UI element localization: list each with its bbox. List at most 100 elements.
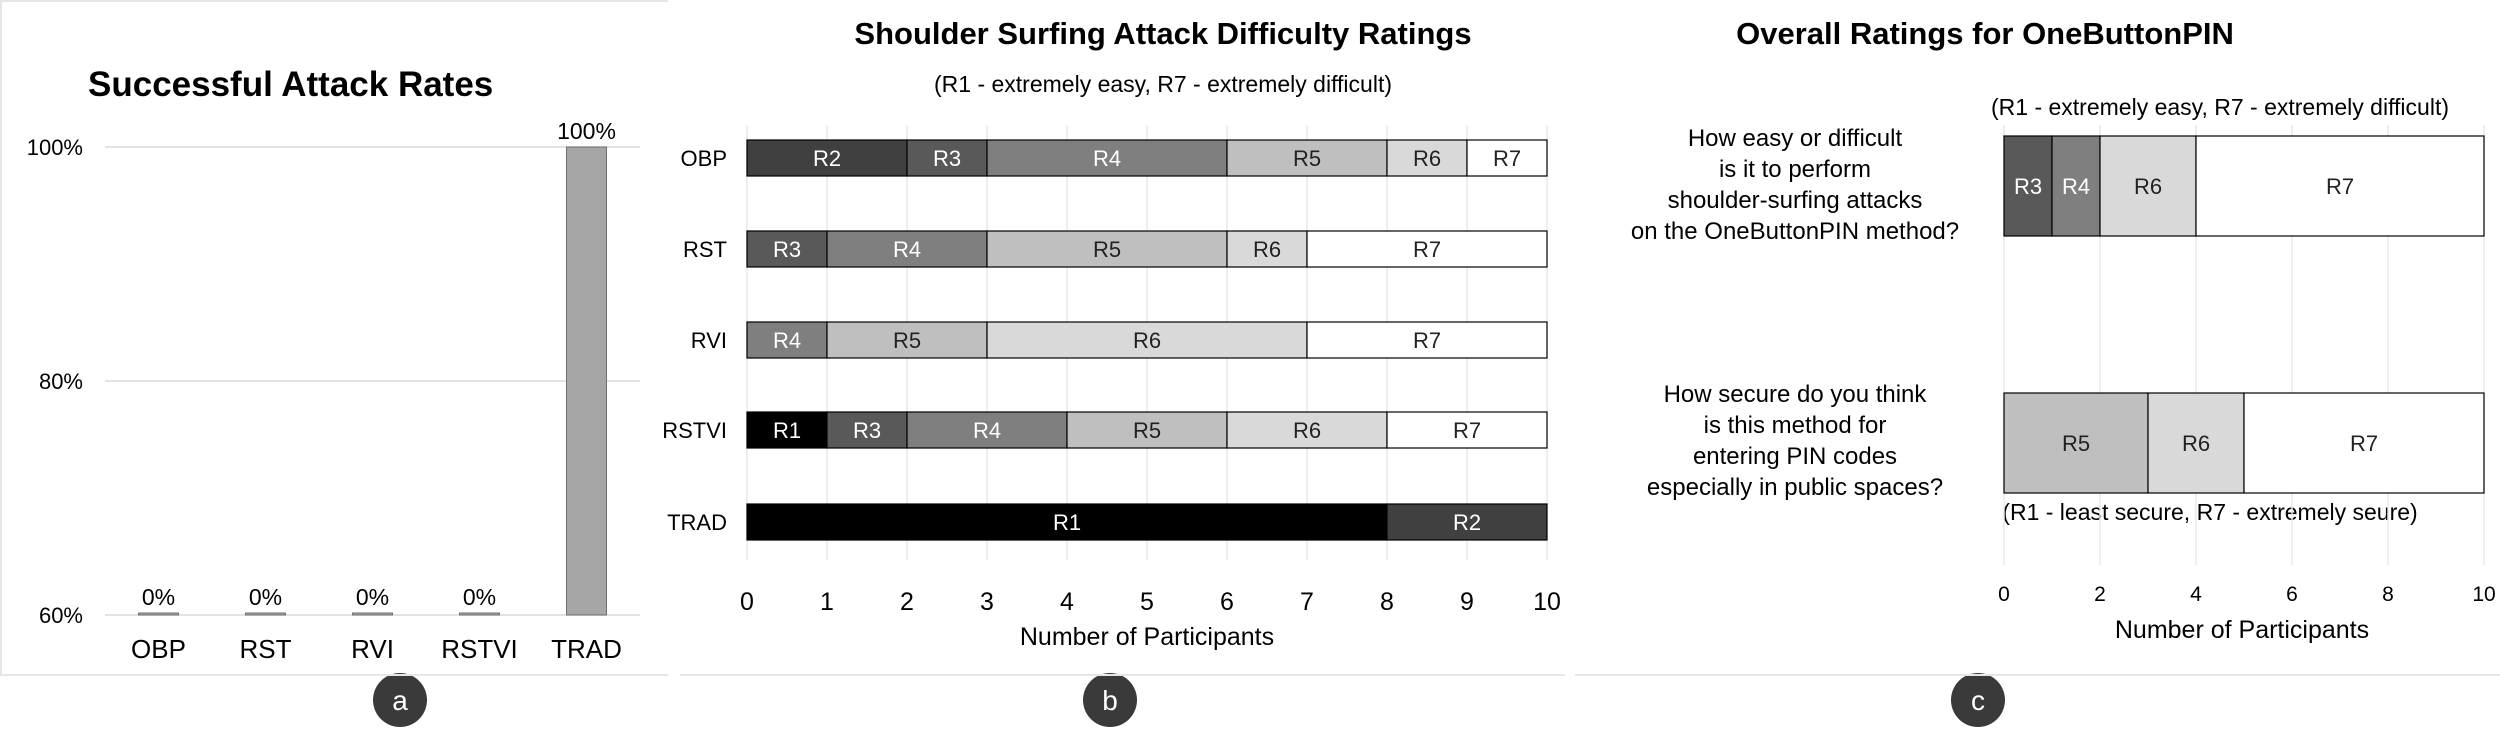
- panel-a-badge: [373, 673, 427, 727]
- panel-c-badge: [1951, 673, 2005, 727]
- chart-b-segment: [826, 321, 988, 359]
- chart-b-xtick-label: 7: [1300, 588, 1314, 616]
- chart-b-segment: [1306, 321, 1548, 359]
- chart-a-title: Successful Attack Rates: [88, 65, 493, 104]
- chart-b-ytick-label: TRAD: [667, 510, 727, 535]
- chart-b-xtick-label: 1: [820, 588, 834, 616]
- chart-b-title: Shoulder Surfing Attack Difficulty Ratin…: [854, 16, 1471, 51]
- chart-b-segment: [1226, 230, 1308, 268]
- chart-c-xtick-label: 10: [2472, 583, 2495, 606]
- chart-c-question-text: How secure do you think: [1664, 381, 1928, 408]
- chart-b-xlabel: Number of Participants: [1020, 623, 1274, 651]
- chart-b-segment-label: R2: [1453, 510, 1481, 535]
- chart-c-xtick-label: 2: [2094, 583, 2106, 606]
- chart-b-segment: [746, 230, 828, 268]
- chart-b-segment-label: R2: [813, 146, 841, 171]
- chart-c-xlabel: Number of Participants: [2115, 616, 2369, 644]
- chart-b-xtick-label: 8: [1380, 588, 1394, 616]
- chart-a-bar: [245, 612, 286, 616]
- chart-b-ytick-label: RST: [683, 237, 727, 262]
- chart-b-segment-label: R6: [1253, 237, 1281, 262]
- panel-b-badge: [1083, 673, 1137, 727]
- chart-b-segment-label: R6: [1133, 328, 1161, 353]
- chart-a-ytick-label: 100%: [27, 135, 83, 160]
- chart-b-segment-label: R3: [773, 237, 801, 262]
- chart-c-xtick-label: 0: [1998, 583, 2010, 606]
- chart-b-xtick-label: 6: [1220, 588, 1234, 616]
- chart-c-question-text: is this method for: [1704, 412, 1887, 439]
- panel-c-badge-label: c: [1971, 685, 1985, 716]
- chart-a-ytick-label: 60%: [39, 603, 83, 628]
- panel-a-badge-label: a: [392, 685, 408, 716]
- chart-b-segment-label: R5: [1133, 418, 1161, 443]
- chart-b-segment: [1226, 411, 1388, 449]
- chart-b-segment-label: R7: [1413, 237, 1441, 262]
- chart-b-segment: [1306, 230, 1548, 268]
- chart-b-segment-label: R4: [973, 418, 1001, 443]
- chart-c-title: Overall Ratings for OneButtonPIN: [1736, 16, 2234, 51]
- chart-a-xtick-label: OBP: [131, 634, 186, 664]
- chart-b-segment: [746, 139, 908, 177]
- chart-a-xtick-label: RST: [240, 634, 292, 664]
- chart-b-xtick-label: 5: [1140, 588, 1154, 616]
- chart-a-data-label: 0%: [249, 584, 282, 610]
- chart-b-ytick-label: RSTVI: [662, 418, 727, 443]
- chart-b-segment-label: R4: [1093, 146, 1121, 171]
- chart-a-data-label: 0%: [463, 584, 496, 610]
- chart-a-xtick-label: RSTVI: [441, 634, 518, 664]
- chart-b-xtick-label: 4: [1060, 588, 1074, 616]
- chart-a-ytick-label: 80%: [39, 369, 83, 394]
- chart-b-segment-label: R5: [893, 328, 921, 353]
- chart-b-segment-label: R7: [1413, 328, 1441, 353]
- chart-c-segment: [2099, 135, 2197, 237]
- chart-c-xtick-label: 4: [2190, 583, 2202, 606]
- chart-c-segment: [2003, 135, 2053, 237]
- chart-b-segment-label: R7: [1493, 146, 1521, 171]
- chart-b-segment: [986, 321, 1308, 359]
- chart-b-segment: [1226, 139, 1388, 177]
- chart-a-bar: [352, 612, 393, 616]
- chart-c-q2-scale-note: (R1 - least secure, R7 - extremely seure…: [2002, 499, 2417, 525]
- chart-a-xtick-label: RVI: [351, 634, 394, 664]
- chart-b-segment: [1386, 411, 1548, 449]
- chart-c-question-text: entering PIN codes: [1693, 443, 1897, 470]
- chart-b-segment: [986, 230, 1228, 268]
- chart-a-data-label: 0%: [142, 584, 175, 610]
- chart-c-segment-label: R7: [2326, 174, 2354, 199]
- chart-b-segment-label: R5: [1093, 237, 1121, 262]
- chart-c-segment-label: R4: [2062, 174, 2090, 199]
- chart-a-bar: [138, 612, 179, 616]
- chart-c-xtick-label: 6: [2286, 583, 2298, 606]
- chart-c-question-text: is it to perform: [1719, 156, 1871, 183]
- chart-b-xtick-label: 9: [1460, 588, 1474, 616]
- chart-c-question-text: on the OneButtonPIN method?: [1631, 218, 1959, 245]
- chart-b-segment-label: R4: [773, 328, 801, 353]
- chart-a-xtick-label: TRAD: [551, 634, 622, 664]
- chart-b-segment: [826, 230, 988, 268]
- chart-c-segment: [2195, 135, 2485, 237]
- chart-b-segment: [746, 411, 828, 449]
- chart-b-segment-label: R3: [853, 418, 881, 443]
- chart-c-segment: [2003, 392, 2149, 494]
- chart-b-segment-label: R1: [1053, 510, 1081, 535]
- chart-c-segment-label: R5: [2062, 431, 2090, 456]
- chart-c-segment-label: R3: [2014, 174, 2042, 199]
- chart-b-segment-label: R7: [1453, 418, 1481, 443]
- chart-c-segment: [2243, 392, 2485, 494]
- chart-a-data-label: 0%: [356, 584, 389, 610]
- chart-c-segment-label: R6: [2182, 431, 2210, 456]
- chart-b-segment-label: R3: [933, 146, 961, 171]
- chart-b-segment: [1466, 139, 1548, 177]
- chart-b-ytick-label: OBP: [681, 146, 727, 171]
- chart-c-segment-label: R6: [2134, 174, 2162, 199]
- chart-b-segment: [1386, 503, 1548, 541]
- chart-b-subtitle: (R1 - extremely easy, R7 - extremely dif…: [934, 71, 1392, 97]
- chart-b-segment-label: R6: [1293, 418, 1321, 443]
- chart-a-data-label: 100%: [557, 118, 616, 144]
- chart-b-segment: [826, 411, 908, 449]
- chart-b-xtick-label: 0: [740, 588, 754, 616]
- chart-a-plot: 60% 80% 100% 0% OBP 0% RST 0% RVI 0% RSTVI 100% TRAD: [27, 118, 640, 664]
- chart-b-plot: 0 1 2 3 4 5 6 7 8 9 10 OBP R2 R3 R4 R5 R6 R7 RST R3 R4 R5 R6 R7…: [662, 125, 1561, 616]
- chart-b-segment: [1066, 411, 1228, 449]
- chart-c-segment: [2147, 392, 2245, 494]
